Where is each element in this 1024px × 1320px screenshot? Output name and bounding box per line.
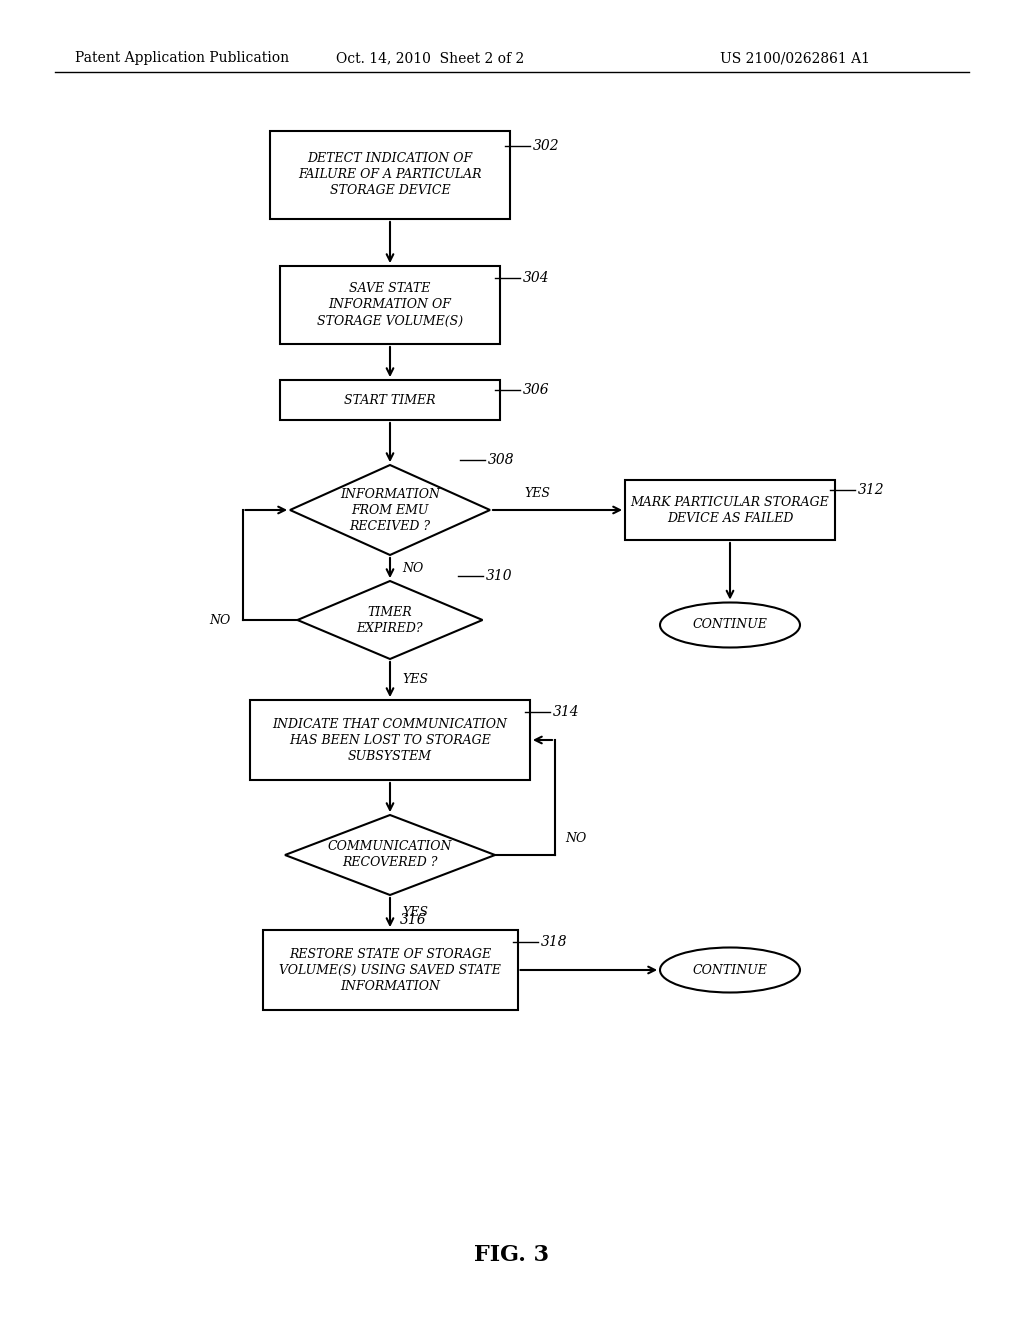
Text: Oct. 14, 2010  Sheet 2 of 2: Oct. 14, 2010 Sheet 2 of 2: [336, 51, 524, 65]
Text: 304: 304: [523, 271, 550, 285]
Text: CONTINUE: CONTINUE: [692, 619, 767, 631]
Text: 312: 312: [858, 483, 885, 498]
Text: START TIMER: START TIMER: [344, 393, 436, 407]
Text: 302: 302: [534, 139, 560, 153]
Text: CONTINUE: CONTINUE: [692, 964, 767, 977]
Text: RESTORE STATE OF STORAGE
VOLUME(S) USING SAVED STATE
INFORMATION: RESTORE STATE OF STORAGE VOLUME(S) USING…: [280, 948, 501, 993]
Polygon shape: [298, 581, 482, 659]
Text: INDICATE THAT COMMUNICATION
HAS BEEN LOST TO STORAGE
SUBSYSTEM: INDICATE THAT COMMUNICATION HAS BEEN LOS…: [272, 718, 508, 763]
Text: 306: 306: [523, 383, 550, 397]
Bar: [262, 931, 517, 1010]
Text: 318: 318: [541, 935, 567, 949]
Text: 310: 310: [485, 569, 512, 583]
Text: FIG. 3: FIG. 3: [474, 1243, 550, 1266]
Text: 314: 314: [553, 705, 580, 719]
Text: TIMER
EXPIRED?: TIMER EXPIRED?: [356, 606, 423, 635]
Bar: [280, 267, 500, 345]
Polygon shape: [290, 465, 490, 554]
Polygon shape: [285, 814, 495, 895]
Text: US 2100/0262861 A1: US 2100/0262861 A1: [720, 51, 870, 65]
Text: NO: NO: [209, 614, 230, 627]
Bar: [270, 131, 510, 219]
Bar: [250, 700, 530, 780]
Ellipse shape: [660, 602, 800, 648]
Text: 316: 316: [400, 913, 427, 927]
Bar: [625, 480, 835, 540]
Text: MARK PARTICULAR STORAGE
DEVICE AS FAILED: MARK PARTICULAR STORAGE DEVICE AS FAILED: [631, 495, 829, 524]
Text: Patent Application Publication: Patent Application Publication: [75, 51, 289, 65]
Text: NO: NO: [565, 832, 587, 845]
Text: YES: YES: [524, 487, 551, 500]
Text: YES: YES: [402, 673, 428, 686]
Text: DETECT INDICATION OF
FAILURE OF A PARTICULAR
STORAGE DEVICE: DETECT INDICATION OF FAILURE OF A PARTIC…: [298, 153, 481, 198]
Bar: [280, 380, 500, 420]
Ellipse shape: [660, 948, 800, 993]
Text: 308: 308: [488, 453, 515, 467]
Text: YES: YES: [402, 906, 428, 919]
Text: COMMUNICATION
RECOVERED ?: COMMUNICATION RECOVERED ?: [328, 841, 453, 870]
Text: SAVE STATE
INFORMATION OF
STORAGE VOLUME(S): SAVE STATE INFORMATION OF STORAGE VOLUME…: [317, 282, 463, 327]
Text: NO: NO: [402, 561, 423, 574]
Text: INFORMATION
FROM EMU
RECEIVED ?: INFORMATION FROM EMU RECEIVED ?: [340, 487, 440, 532]
